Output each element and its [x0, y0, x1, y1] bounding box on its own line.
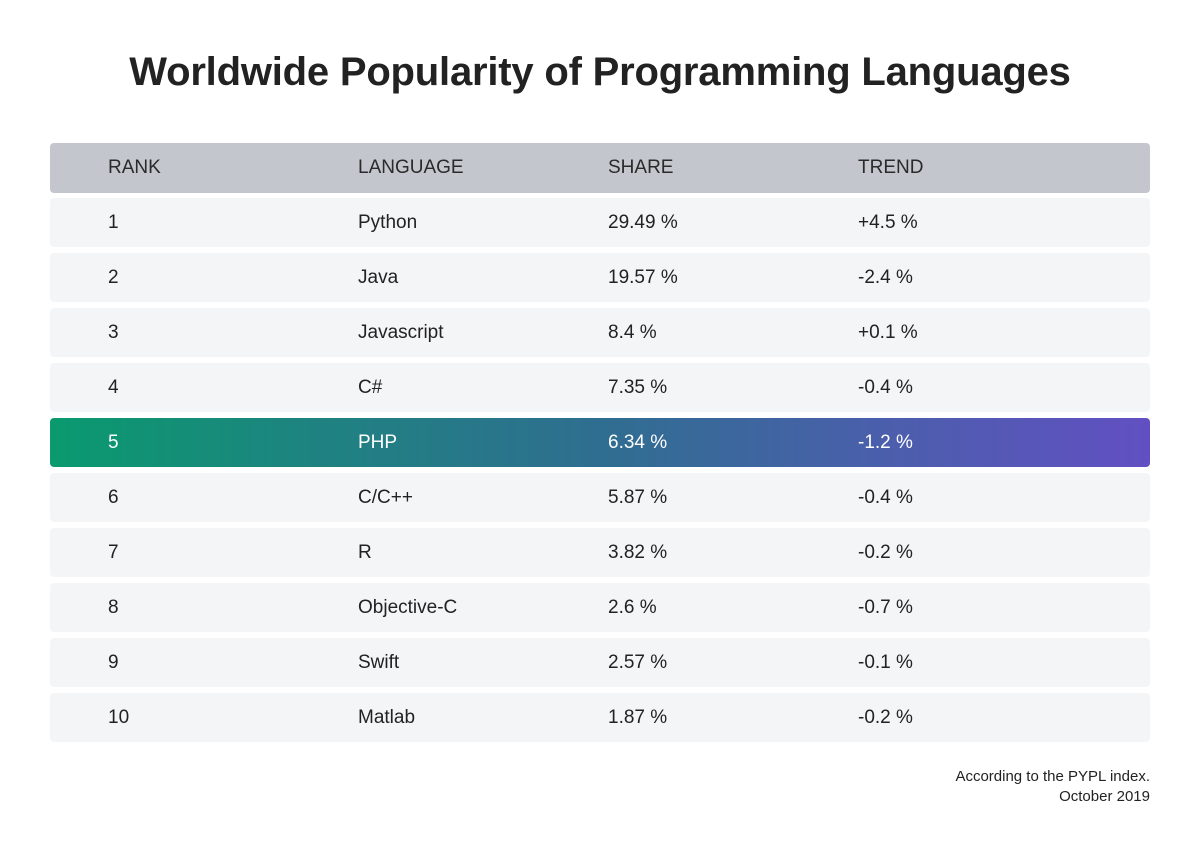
table-body: 1 Python 29.49 % +4.5 % 2 Java 19.57 % -2.4 % 3 J…	[50, 198, 1150, 742]
header-rank: RANK	[108, 157, 161, 178]
cell-share: 1.87 %	[608, 707, 668, 728]
cell-language: Java	[358, 267, 399, 288]
cell-trend: -0.4 %	[858, 487, 913, 508]
cell-rank: 6	[108, 487, 119, 508]
cell-share: 2.57 %	[608, 652, 668, 673]
cell-rank: 8	[108, 597, 119, 618]
table-row-highlighted: 5 PHP 6.34 % -1.2 %	[50, 418, 1150, 467]
cell-rank: 7	[108, 542, 119, 563]
cell-trend: +4.5 %	[858, 212, 918, 233]
cell-rank: 9	[108, 652, 119, 673]
footnote-source: According to the PYPL index.	[955, 768, 1150, 785]
popularity-table: RANK LANGUAGE SHARE TREND 1 Python 29.49 %…	[50, 143, 1150, 748]
header-trend: TREND	[858, 157, 924, 178]
cell-trend: -1.2 %	[858, 432, 913, 453]
table-row: 8 Objective-C 2.6 % -0.7 %	[50, 583, 1150, 632]
table-header-row: RANK LANGUAGE SHARE TREND	[50, 143, 1150, 193]
chart-title: Worldwide Popularity of Programming Lang…	[129, 50, 1071, 94]
table-row: 2 Java 19.57 % -2.4 %	[50, 253, 1150, 302]
cell-share: 19.57 %	[608, 267, 678, 288]
cell-share: 29.49 %	[608, 212, 678, 233]
cell-rank: 1	[108, 212, 119, 233]
cell-language: C#	[358, 377, 383, 398]
cell-language: Javascript	[358, 322, 444, 343]
cell-trend: -2.4 %	[858, 267, 913, 288]
table-row: 4 C# 7.35 % -0.4 %	[50, 363, 1150, 412]
table-row: 9 Swift 2.57 % -0.1 %	[50, 638, 1150, 687]
cell-rank: 2	[108, 267, 119, 288]
cell-trend: -0.2 %	[858, 707, 913, 728]
cell-language: Matlab	[358, 707, 416, 728]
cell-language: PHP	[358, 432, 398, 453]
cell-share: 7.35 %	[608, 377, 668, 398]
table-row: 7 R 3.82 % -0.2 %	[50, 528, 1150, 577]
table-row: 3 Javascript 8.4 % +0.1 %	[50, 308, 1150, 357]
source-footnote: According to the PYPL index. October 201…	[955, 767, 1150, 807]
cell-language: Objective-C	[358, 597, 458, 618]
cell-language: Swift	[358, 652, 400, 673]
cell-language: C/C++	[358, 487, 413, 508]
cell-share: 6.34 %	[608, 432, 668, 453]
cell-trend: -0.4 %	[858, 377, 913, 398]
cell-rank: 10	[108, 707, 130, 728]
cell-rank: 5	[108, 432, 119, 453]
header-share: SHARE	[608, 157, 674, 178]
header-language: LANGUAGE	[358, 157, 464, 178]
cell-language: R	[358, 542, 372, 563]
table-row: 1 Python 29.49 % +4.5 %	[50, 198, 1150, 247]
cell-rank: 3	[108, 322, 119, 343]
cell-share: 2.6 %	[608, 597, 657, 618]
cell-trend: -0.2 %	[858, 542, 913, 563]
table-row: 10 Matlab 1.87 % -0.2 %	[50, 693, 1150, 742]
cell-trend: +0.1 %	[858, 322, 918, 343]
cell-rank: 4	[108, 377, 119, 398]
footnote-date: October 2019	[1059, 788, 1150, 805]
cell-share: 3.82 %	[608, 542, 668, 563]
cell-share: 5.87 %	[608, 487, 668, 508]
cell-trend: -0.1 %	[858, 652, 913, 673]
table-row: 6 C/C++ 5.87 % -0.4 %	[50, 473, 1150, 522]
cell-language: Python	[358, 212, 418, 233]
cell-share: 8.4 %	[608, 322, 657, 343]
cell-trend: -0.7 %	[858, 597, 913, 618]
